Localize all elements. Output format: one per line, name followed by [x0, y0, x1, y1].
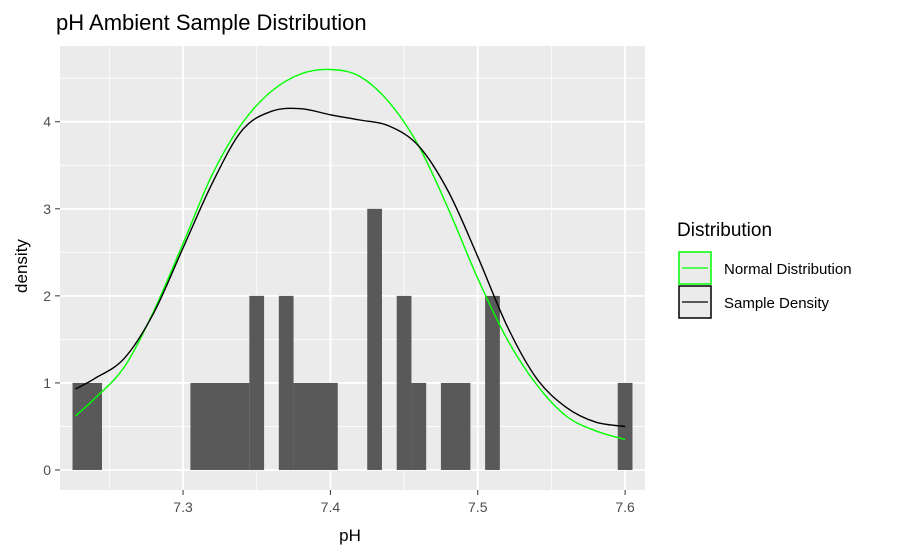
histogram-bar — [190, 382, 250, 470]
x-axis: 7.3 7.4 7.5 7.6 — [173, 490, 635, 515]
density-curves — [75, 68, 626, 441]
y-tick-label: 1 — [43, 375, 51, 391]
sample-density-line — [75, 107, 626, 428]
legend-item-sample: Sample Density — [678, 285, 830, 319]
legend-label-normal: Normal Distribution — [724, 261, 852, 278]
legend-label-sample: Sample Density — [724, 295, 830, 312]
x-tick-label: 7.4 — [321, 499, 341, 515]
x-tick-label: 7.6 — [615, 499, 635, 515]
normal-distribution-line — [75, 68, 626, 441]
histogram-bar — [367, 208, 382, 470]
x-tick-label: 7.5 — [468, 499, 488, 515]
chart-title: pH Ambient Sample Distribution — [56, 10, 367, 35]
y-tick-label: 2 — [43, 288, 51, 304]
legend-title: Distribution — [677, 220, 772, 241]
panel-background — [60, 46, 645, 490]
histogram-bar — [278, 295, 294, 470]
x-tick-label: 7.3 — [173, 499, 193, 515]
histogram-bar — [72, 382, 102, 470]
legend: Distribution Normal Distribution Sample … — [677, 220, 852, 319]
y-axis: 0 1 2 3 4 — [43, 114, 60, 478]
histogram-bar — [411, 382, 427, 470]
y-tick-label: 0 — [43, 462, 51, 478]
histogram-bar — [440, 382, 471, 470]
grid-minor — [60, 46, 645, 490]
histogram-bar — [485, 295, 500, 470]
histogram-bar — [293, 382, 338, 470]
y-axis-title: density — [12, 239, 31, 293]
y-tick-label: 3 — [43, 201, 51, 217]
x-axis-title: pH — [339, 526, 361, 545]
histogram-bar — [396, 295, 412, 470]
histogram-bars — [72, 208, 633, 470]
plot-panel — [60, 46, 645, 490]
y-tick-label: 4 — [43, 114, 51, 130]
legend-item-normal: Normal Distribution — [678, 251, 852, 285]
histogram-bar — [249, 295, 265, 470]
